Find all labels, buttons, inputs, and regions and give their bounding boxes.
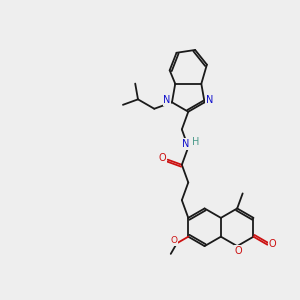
Text: N: N [206,95,213,105]
Text: O: O [268,239,276,249]
Text: O: O [159,153,166,163]
Text: H: H [191,137,199,147]
Text: O: O [234,246,242,256]
Text: O: O [170,236,177,245]
Text: N: N [182,139,189,149]
Text: N: N [163,95,171,105]
